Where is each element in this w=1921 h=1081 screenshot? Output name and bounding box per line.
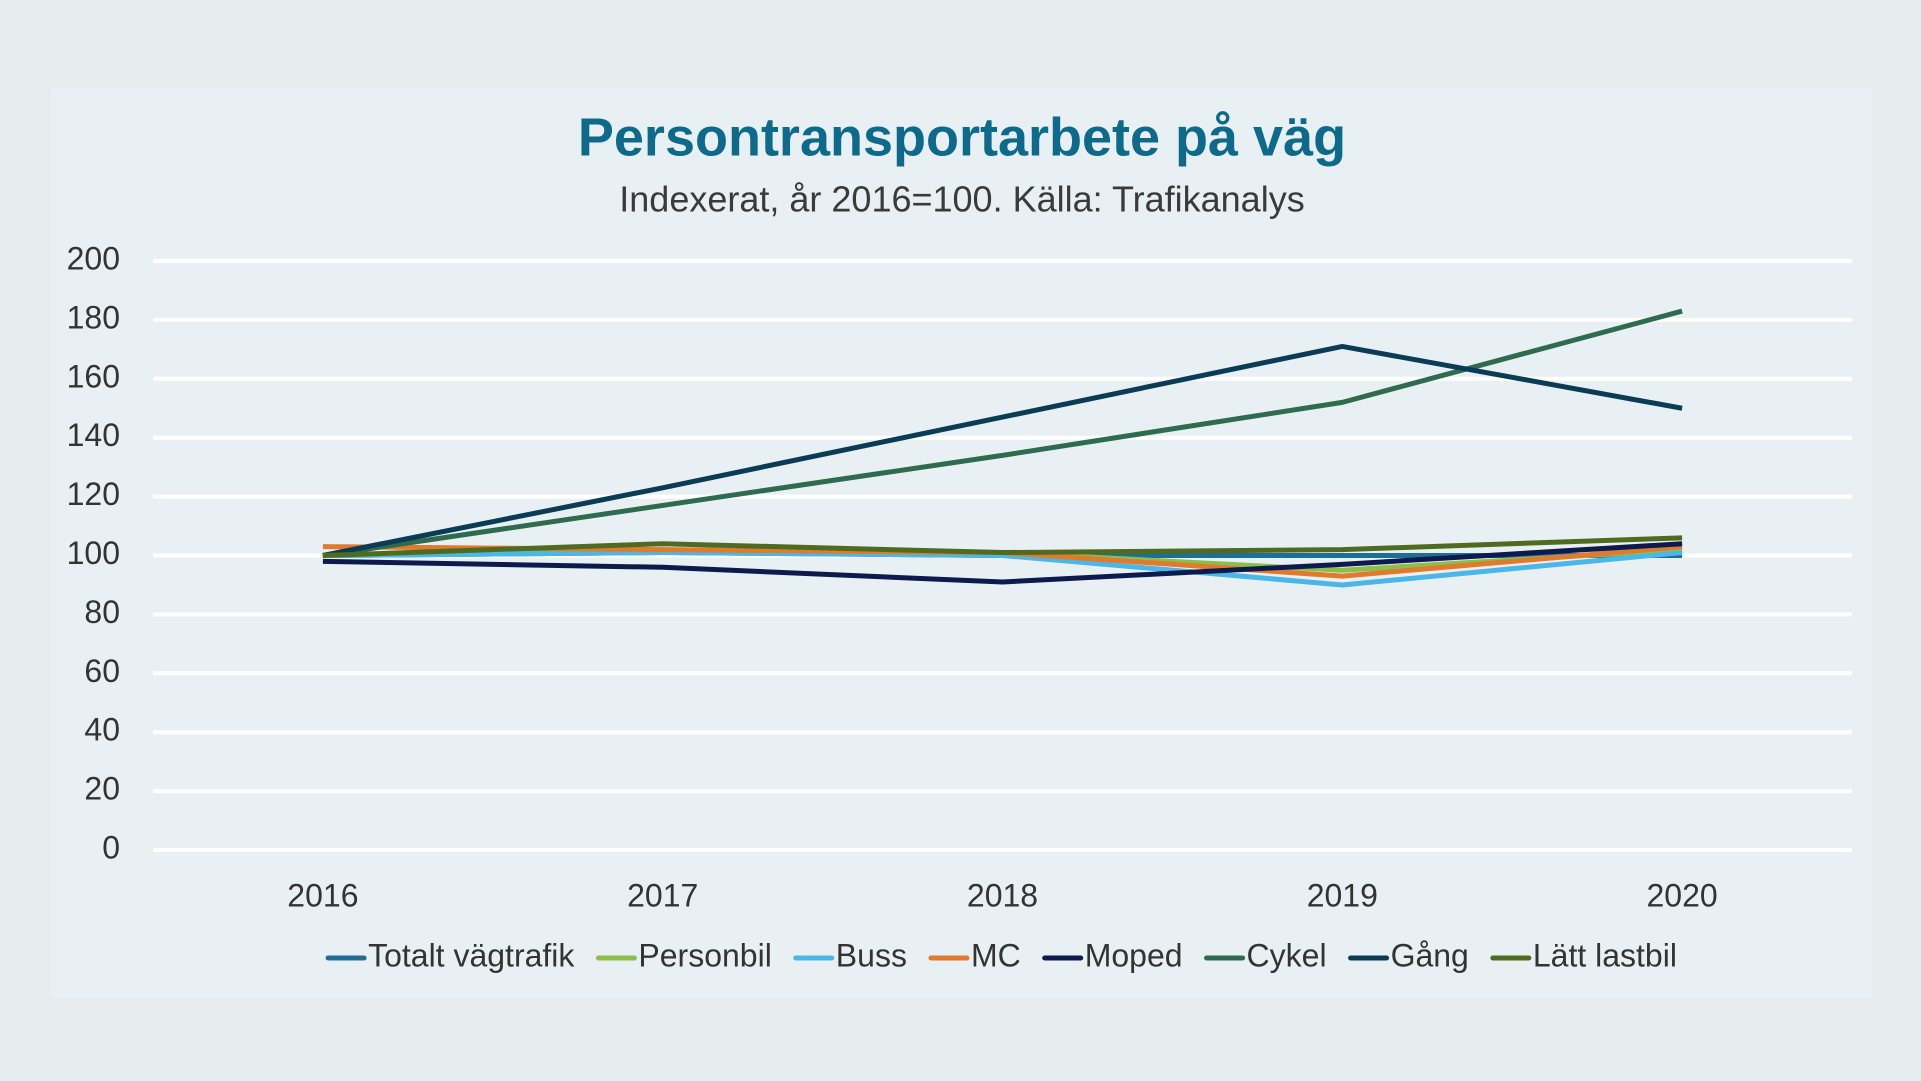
chart-subtitle: Indexerat, år 2016=100. Källa: Trafikana… xyxy=(619,179,1304,220)
legend-label: Personbil xyxy=(638,937,771,973)
series-line xyxy=(322,541,1683,585)
y-tick-label: 140 xyxy=(67,417,120,453)
series-line xyxy=(322,535,1683,558)
chart-panel xyxy=(51,89,1872,998)
legend-label: Cykel xyxy=(1247,937,1327,973)
legend-label: Gång xyxy=(1391,937,1469,973)
x-tick-label: 2017 xyxy=(627,877,698,913)
y-tick-label: 120 xyxy=(67,476,120,512)
y-tick-label: 0 xyxy=(102,829,120,865)
x-tick-label: 2016 xyxy=(287,877,358,913)
x-tick-label: 2019 xyxy=(1307,877,1378,913)
y-tick-label: 160 xyxy=(67,358,120,394)
legend-label: Buss xyxy=(836,937,907,973)
y-tick-label: 80 xyxy=(84,594,120,630)
legend-label: Totalt vägtrafik xyxy=(368,937,575,973)
x-tick-label: 2018 xyxy=(967,877,1038,913)
series-line xyxy=(322,550,1683,588)
legend-label: MC xyxy=(971,937,1021,973)
y-tick-label: 200 xyxy=(67,240,120,276)
x-tick-label: 2020 xyxy=(1647,877,1718,913)
series-line xyxy=(322,308,1683,558)
legend-label: Lätt lastbil xyxy=(1533,937,1677,973)
chart-title: Persontransportarbete på väg xyxy=(578,107,1346,167)
legend-label: Moped xyxy=(1085,937,1183,973)
y-tick-label: 20 xyxy=(84,771,120,807)
y-tick-label: 100 xyxy=(67,535,120,571)
legend: Totalt vägtrafik Personbil Buss MC Moped Cyke… xyxy=(325,937,1677,973)
series-line xyxy=(322,343,1683,558)
y-tick-label: 40 xyxy=(84,712,120,748)
y-tick-label: 60 xyxy=(84,653,120,689)
y-tick-label: 180 xyxy=(67,299,120,335)
